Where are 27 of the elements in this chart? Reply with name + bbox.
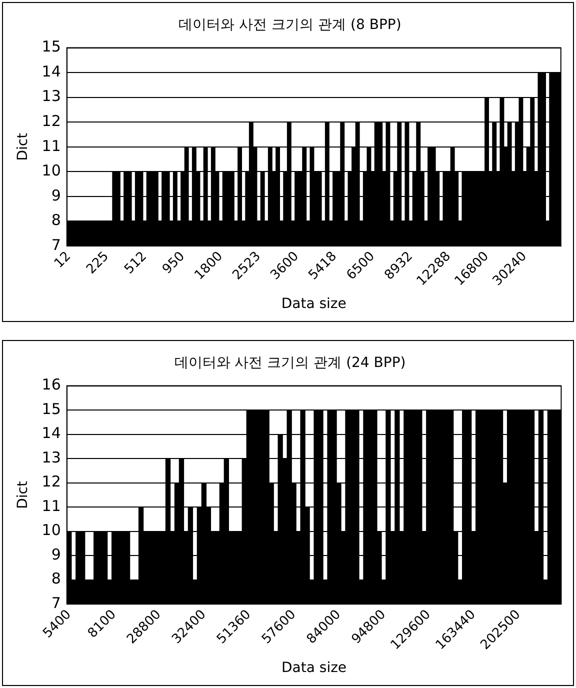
y-axis-title: Dict xyxy=(15,480,32,509)
y-tick-label: 10 xyxy=(42,521,61,540)
y-tick-label: 16 xyxy=(42,376,61,394)
y-tick-label: 7 xyxy=(51,594,61,612)
x-tick-label: 950 xyxy=(160,249,188,278)
x-tick-label: 512 xyxy=(122,249,150,278)
y-tick-label: 13 xyxy=(42,87,61,106)
y-tick-label: 13 xyxy=(42,448,61,466)
y-tick-label: 10 xyxy=(42,162,61,180)
x-axis-title: Data size xyxy=(282,660,347,676)
chart-title: 데이터와 사전 크기의 관계 (24 BPP) xyxy=(174,355,406,372)
y-tick-label: 14 xyxy=(42,424,61,442)
y-tick-label: 7 xyxy=(51,236,61,254)
y-tick-label: 12 xyxy=(42,472,61,491)
y-tick-label: 15 xyxy=(42,38,61,56)
y-tick-label: 9 xyxy=(51,186,61,204)
y-tick-label: 11 xyxy=(42,496,61,515)
x-axis-title: Data size xyxy=(281,296,346,312)
y-tick-label: 14 xyxy=(42,62,61,80)
chart-title: 데이터와 사전 크기의 관계 (8 BPP) xyxy=(178,17,402,34)
y-tick-label: 9 xyxy=(51,545,61,564)
y-tick-label: 15 xyxy=(42,400,61,418)
y-tick-label: 11 xyxy=(42,136,61,155)
y-tick-label: 8 xyxy=(51,211,61,230)
y-tick-label: 12 xyxy=(42,112,61,130)
y-axis-title: Dict xyxy=(15,132,32,161)
y-tick-label: 8 xyxy=(51,570,61,588)
